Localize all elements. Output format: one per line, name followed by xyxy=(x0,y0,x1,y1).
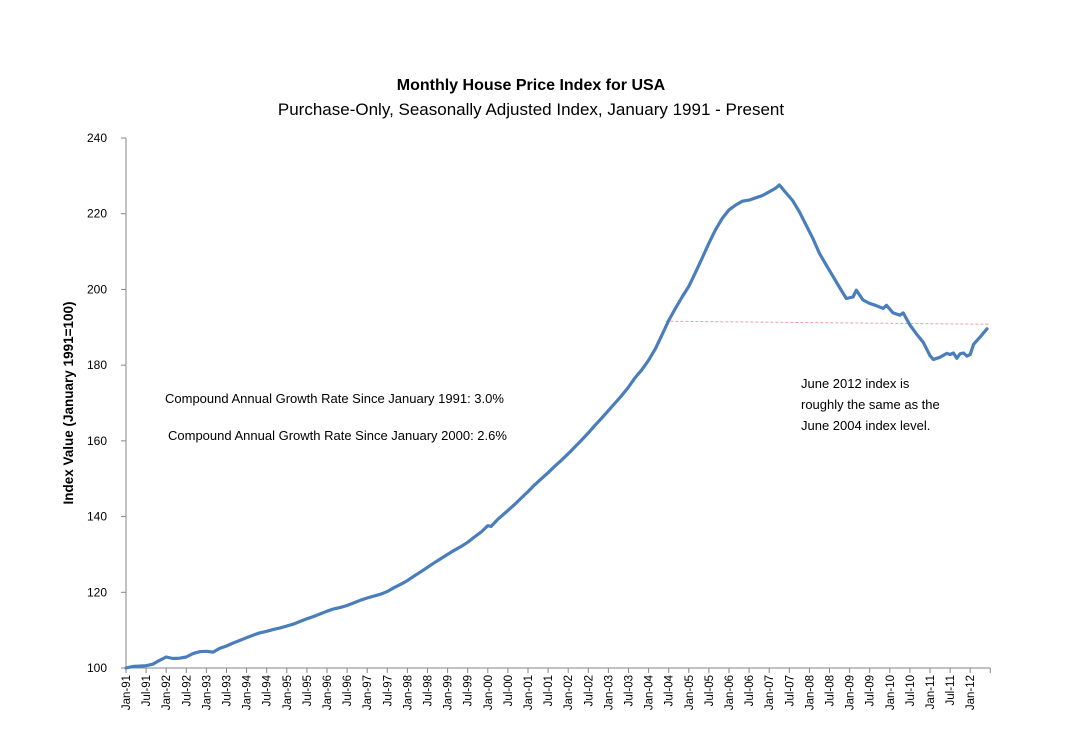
x-tick-label: Jan-02 xyxy=(563,675,575,710)
x-tick-label: Jan-06 xyxy=(724,675,736,710)
x-tick-label: Jan-93 xyxy=(201,675,213,710)
x-tick-label: Jan-08 xyxy=(804,675,816,710)
x-tick-label: Jan-05 xyxy=(684,675,696,710)
annotation-june-line-1: June 2012 index is xyxy=(801,376,910,391)
x-tick-label: Jul-92 xyxy=(181,675,193,706)
x-tick-label: Jul-03 xyxy=(624,675,636,706)
x-tick-label: Jul-10 xyxy=(905,675,917,706)
x-tick-label: Jul-08 xyxy=(825,675,837,706)
x-tick-label: Jan-99 xyxy=(443,675,455,710)
x-tick-label: Jul-11 xyxy=(945,675,957,705)
x-tick-label: Jan-91 xyxy=(121,675,133,710)
x-tick-label: Jan-98 xyxy=(402,675,414,710)
x-tick-label: Jul-91 xyxy=(141,675,153,706)
x-tick-label: Jul-97 xyxy=(382,675,394,706)
x-tick-label: Jan-12 xyxy=(965,675,977,710)
series-line-hpi xyxy=(124,183,989,670)
x-tick-label: Jul-94 xyxy=(262,674,274,706)
annotation-june-line-3: June 2004 index level. xyxy=(801,418,930,433)
x-tick-label: Jul-02 xyxy=(583,675,595,706)
x-tick-label: Jul-96 xyxy=(342,675,354,706)
x-tick-label: Jul-05 xyxy=(704,675,716,706)
y-axis: 100 120 140 160 180 200 220 240 xyxy=(87,131,126,675)
x-tick-label: Jan-92 xyxy=(161,675,173,710)
x-tick-label: Jan-00 xyxy=(483,675,495,710)
x-tick-label: Jul-98 xyxy=(423,675,435,706)
y-tick-label: 240 xyxy=(87,131,107,145)
reference-line xyxy=(665,320,990,325)
x-tick-label: Jul-00 xyxy=(503,675,515,706)
x-tick-label: Jul-09 xyxy=(865,675,877,706)
y-tick-label: 180 xyxy=(87,358,107,372)
x-tick-label: Jul-99 xyxy=(463,675,475,706)
y-tick-label: 120 xyxy=(87,585,107,599)
y-tick-label: 100 xyxy=(87,661,107,675)
x-tick-label: Jul-07 xyxy=(784,675,796,706)
y-axis-label: Index Value (January 1991=100) xyxy=(61,302,76,505)
x-tick-label: Jul-95 xyxy=(302,675,314,706)
annotation-cagr-2000: Compound Annual Growth Rate Since Januar… xyxy=(168,428,507,443)
chart-title: Monthly House Price Index for USA xyxy=(397,77,666,94)
x-tick-label: Jan-94 xyxy=(242,674,254,710)
x-axis: Jan-91 Jul-91 Jan-92 Jul-92 Jan-93 Jul-93 Jan-… xyxy=(121,668,991,710)
x-tick-label: Jan-07 xyxy=(764,675,776,710)
x-tick-label: Jan-11 xyxy=(925,675,937,709)
y-tick-label: 140 xyxy=(87,510,107,524)
chart-subtitle: Purchase-Only, Seasonally Adjusted Index… xyxy=(278,100,784,119)
y-tick-label: 200 xyxy=(87,282,107,296)
x-tick-label: Jan-97 xyxy=(362,675,374,710)
x-tick-label: Jan-96 xyxy=(322,675,334,710)
x-tick-label: Jan-09 xyxy=(845,675,857,710)
x-tick-label: Jan-10 xyxy=(885,675,897,710)
x-tick-label: Jan-03 xyxy=(603,675,615,710)
x-tick-label: Jan-04 xyxy=(644,674,656,710)
x-tick-label: Jul-04 xyxy=(664,674,676,706)
x-tick-label: Jul-01 xyxy=(543,675,555,706)
x-tick-label: Jan-01 xyxy=(523,675,535,710)
annotation-june-line-2: roughly the same as the xyxy=(801,397,940,412)
y-tick-label: 220 xyxy=(87,207,107,221)
x-tick-label: Jul-06 xyxy=(744,675,756,706)
annotation-cagr-1991: Compound Annual Growth Rate Since Januar… xyxy=(165,391,504,406)
x-tick-label: Jan-95 xyxy=(282,675,294,710)
x-tick-label: Jul-93 xyxy=(222,675,234,706)
y-tick-label: 160 xyxy=(87,434,107,448)
